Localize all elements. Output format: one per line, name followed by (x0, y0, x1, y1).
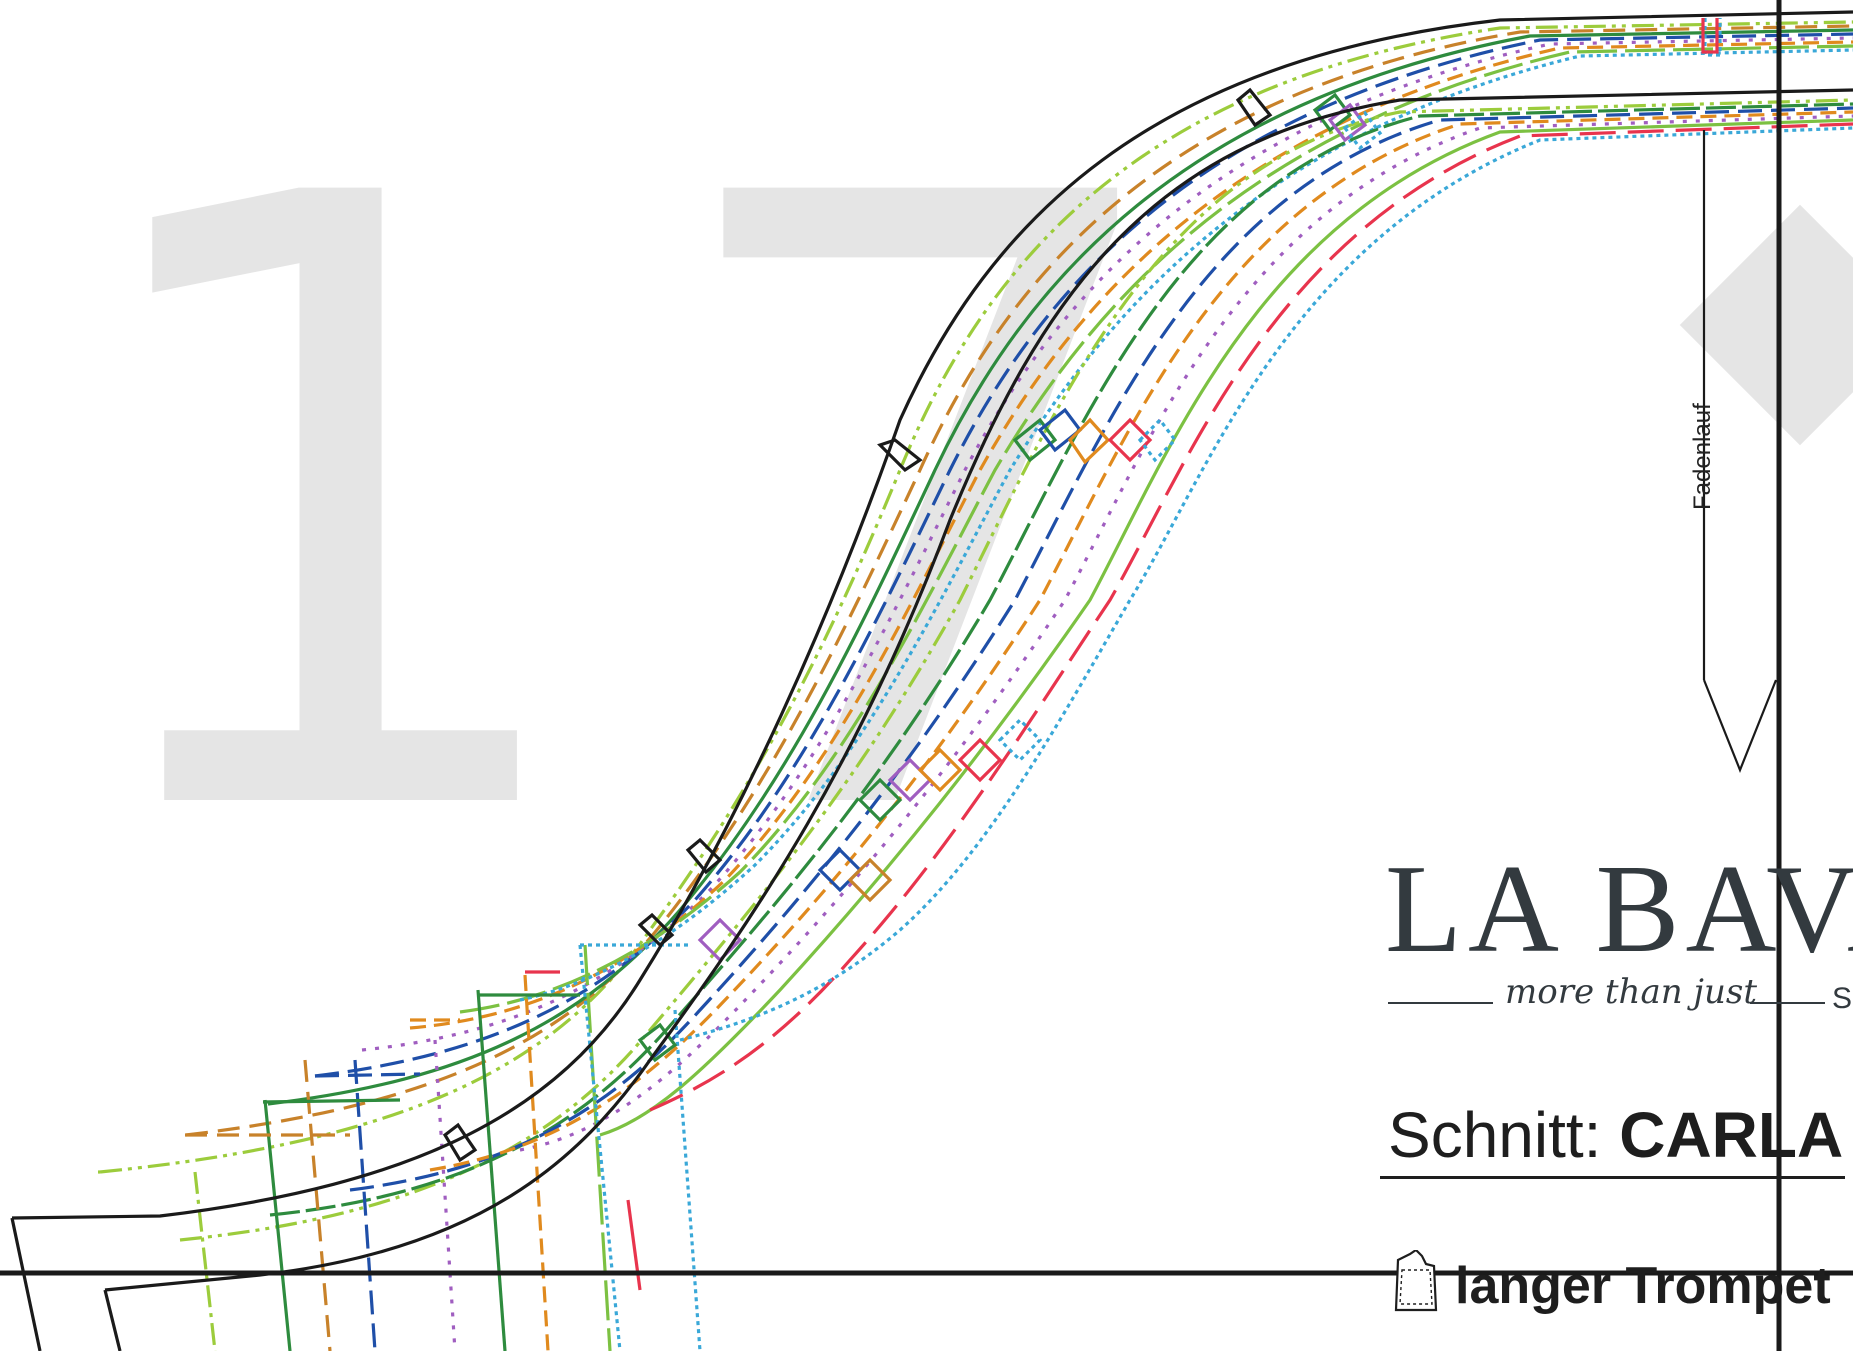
notch-marker (1137, 417, 1178, 463)
notch-marker (1107, 417, 1153, 463)
tagline-rule-left (1388, 1002, 1493, 1004)
notch-marker (957, 737, 1003, 783)
pattern-title-name: CARLA (1619, 1099, 1844, 1171)
piece-name: langer Trompet (1455, 1257, 1831, 1315)
notch-marker (697, 917, 743, 963)
hem-edge (583, 944, 612, 1351)
pattern-title: Schnitt: CARLA (1388, 1098, 1843, 1172)
grainline-arrow-icon (1702, 130, 1778, 773)
hem-top (262, 1098, 401, 1104)
size-notch-top (1703, 18, 1722, 57)
size-line (459, 44, 1853, 1014)
size-line (409, 40, 1853, 1030)
shirt-piece-icon (1394, 1250, 1438, 1312)
size-line (267, 28, 1853, 1106)
notch-marker (917, 747, 963, 793)
notch-marker (997, 717, 1043, 763)
hem-top (314, 1072, 421, 1078)
notch-marker (857, 777, 903, 823)
outline-inner (104, 88, 1853, 1292)
outline-notch (1235, 87, 1273, 128)
brand-logo: LA BAVA (1385, 840, 1853, 979)
size-line (349, 106, 1853, 1192)
size-notch-top (1701, 18, 1719, 54)
outline-notch (442, 1122, 478, 1163)
size-line (429, 110, 1853, 1172)
outline-notch (877, 438, 923, 473)
outline-outer (10, 1217, 42, 1351)
hem-edge (578, 944, 622, 1351)
page-number-watermark: 17 (60, 21, 1249, 999)
pattern-title-prefix: Schnitt: (1388, 1099, 1602, 1171)
size-line (314, 32, 1853, 1078)
hem-edge (673, 1009, 702, 1351)
brand-tagline-tail: S (1832, 982, 1853, 1015)
tagline-rule-right (1750, 1002, 1825, 1004)
outline-notch (685, 837, 723, 875)
size-line (649, 122, 1853, 1112)
hem-edge (626, 1199, 642, 1291)
size-line (99, 20, 1853, 1174)
size-line (679, 126, 1853, 1042)
hem-edge (433, 1039, 457, 1351)
grainline-label: Fadenlauf (1689, 403, 1716, 510)
size-line (519, 114, 1853, 1152)
hem-edge (523, 974, 550, 1351)
notch-marker (847, 857, 893, 903)
hem-edge (303, 1059, 332, 1351)
hem-edge (263, 1099, 292, 1351)
outline-notch (637, 912, 675, 948)
outline-inner (103, 1289, 122, 1351)
size-line (269, 102, 1853, 1217)
hem-edge (193, 1171, 217, 1351)
size-line (185, 24, 1853, 1137)
notch-marker (1312, 92, 1353, 133)
brand-tagline: more than just (1505, 972, 1757, 1012)
notch-marker (1012, 417, 1058, 463)
notch-marker (1327, 102, 1368, 143)
size-line (599, 118, 1853, 1137)
hem-edge (476, 989, 507, 1351)
title-underline (1380, 1176, 1845, 1179)
outline-outer (11, 10, 1853, 1220)
hem-edge (353, 1059, 377, 1351)
notch-marker (1342, 110, 1383, 151)
notch-marker (637, 1022, 678, 1063)
